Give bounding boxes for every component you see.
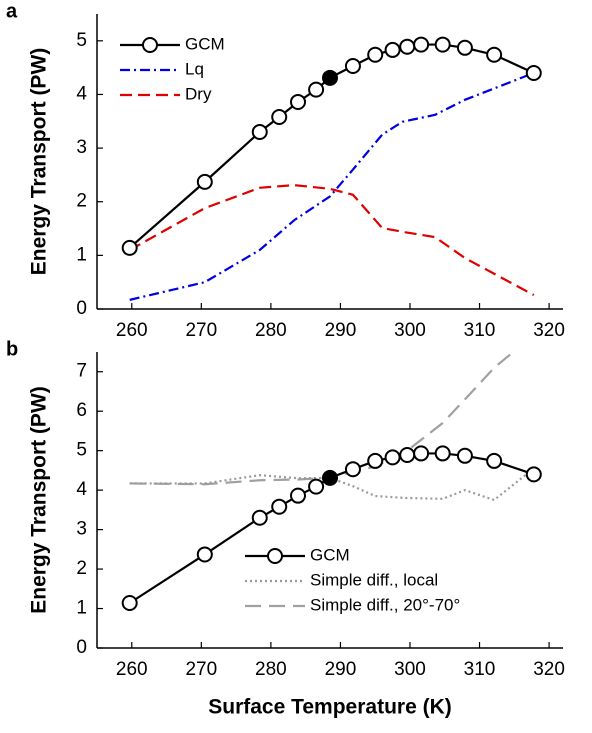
legend-marker — [142, 37, 158, 53]
y-axis-label: Energy Transport (PW) — [28, 386, 51, 614]
y-tick-label: 1 — [76, 244, 87, 265]
data-point — [308, 81, 325, 98]
data-point — [271, 498, 288, 515]
x-tick-label: 290 — [325, 659, 357, 680]
x-tick-label: 320 — [533, 320, 565, 341]
data-point — [322, 469, 338, 486]
y-tick-label: 4 — [76, 83, 87, 104]
y-tick-label: 3 — [76, 137, 87, 158]
legend-label: Simple diff., local — [310, 570, 438, 589]
data-point — [121, 239, 138, 256]
y-tick-label: 3 — [76, 519, 87, 540]
x-tick-label: 290 — [325, 320, 357, 341]
x-tick-label: 280 — [255, 320, 287, 341]
data-point — [344, 58, 361, 75]
x-tick-label: 320 — [533, 659, 565, 680]
data-point — [271, 108, 288, 125]
y-tick-label: 0 — [76, 298, 87, 319]
data-point — [413, 36, 430, 53]
y-tick-label: 6 — [76, 400, 87, 421]
data-point — [322, 69, 338, 86]
data-point — [399, 447, 416, 464]
x-axis-label: Surface Temperature (K) — [208, 696, 452, 719]
data-point — [121, 595, 138, 612]
y-tick-label: 5 — [76, 30, 87, 51]
x-tick-label: 300 — [394, 320, 426, 341]
x-tick-label: 310 — [464, 659, 496, 680]
data-point — [399, 38, 416, 55]
legend-label: Simple diff., 20°-70° — [310, 595, 460, 614]
x-tick-label: 300 — [394, 659, 426, 680]
x-tick-label: 310 — [464, 320, 496, 341]
data-point — [456, 447, 473, 464]
series-line — [129, 467, 535, 502]
data-point — [486, 452, 503, 469]
data-point — [434, 36, 451, 53]
data-point — [308, 478, 325, 495]
y-axis-label: Energy Transport (PW) — [28, 48, 51, 276]
series-line — [129, 71, 535, 301]
data-point — [367, 452, 384, 469]
x-tick-label: 270 — [185, 659, 217, 680]
data-point — [251, 124, 268, 140]
x-tick-label: 260 — [116, 659, 148, 680]
panel-label: b — [6, 338, 18, 360]
y-tick-label: 2 — [76, 191, 87, 212]
y-tick-label: 5 — [76, 440, 87, 461]
data-point — [367, 46, 384, 63]
data-point — [196, 546, 213, 563]
panel-label: a — [6, 0, 18, 22]
legend-label: Dry — [185, 84, 212, 103]
data-point — [384, 449, 401, 466]
data-point — [344, 461, 361, 478]
legend-marker — [267, 548, 283, 564]
y-tick-label: 4 — [76, 479, 87, 500]
data-point — [384, 41, 401, 58]
legend-label: GCM — [185, 34, 225, 53]
y-tick-label: 1 — [76, 598, 87, 619]
y-tick-label: 0 — [76, 637, 87, 658]
data-point — [251, 509, 268, 526]
data-point — [486, 46, 503, 63]
legend-label: GCM — [310, 545, 350, 564]
y-tick-label: 2 — [76, 558, 87, 579]
x-tick-label: 260 — [116, 320, 148, 341]
series-line — [128, 43, 535, 249]
series-line — [129, 452, 535, 604]
data-point — [525, 65, 542, 81]
y-tick-label: 7 — [76, 361, 87, 382]
data-point — [434, 445, 451, 462]
series-line — [129, 183, 535, 297]
x-tick-label: 280 — [255, 659, 287, 680]
data-point — [196, 173, 213, 190]
data-point — [456, 39, 473, 56]
x-tick-label: 270 — [185, 320, 217, 341]
legend-label: Lq — [185, 59, 204, 78]
series-line — [129, 353, 512, 486]
data-point — [290, 93, 307, 110]
data-point — [525, 466, 542, 483]
data-point — [290, 487, 307, 504]
data-point — [413, 445, 430, 462]
